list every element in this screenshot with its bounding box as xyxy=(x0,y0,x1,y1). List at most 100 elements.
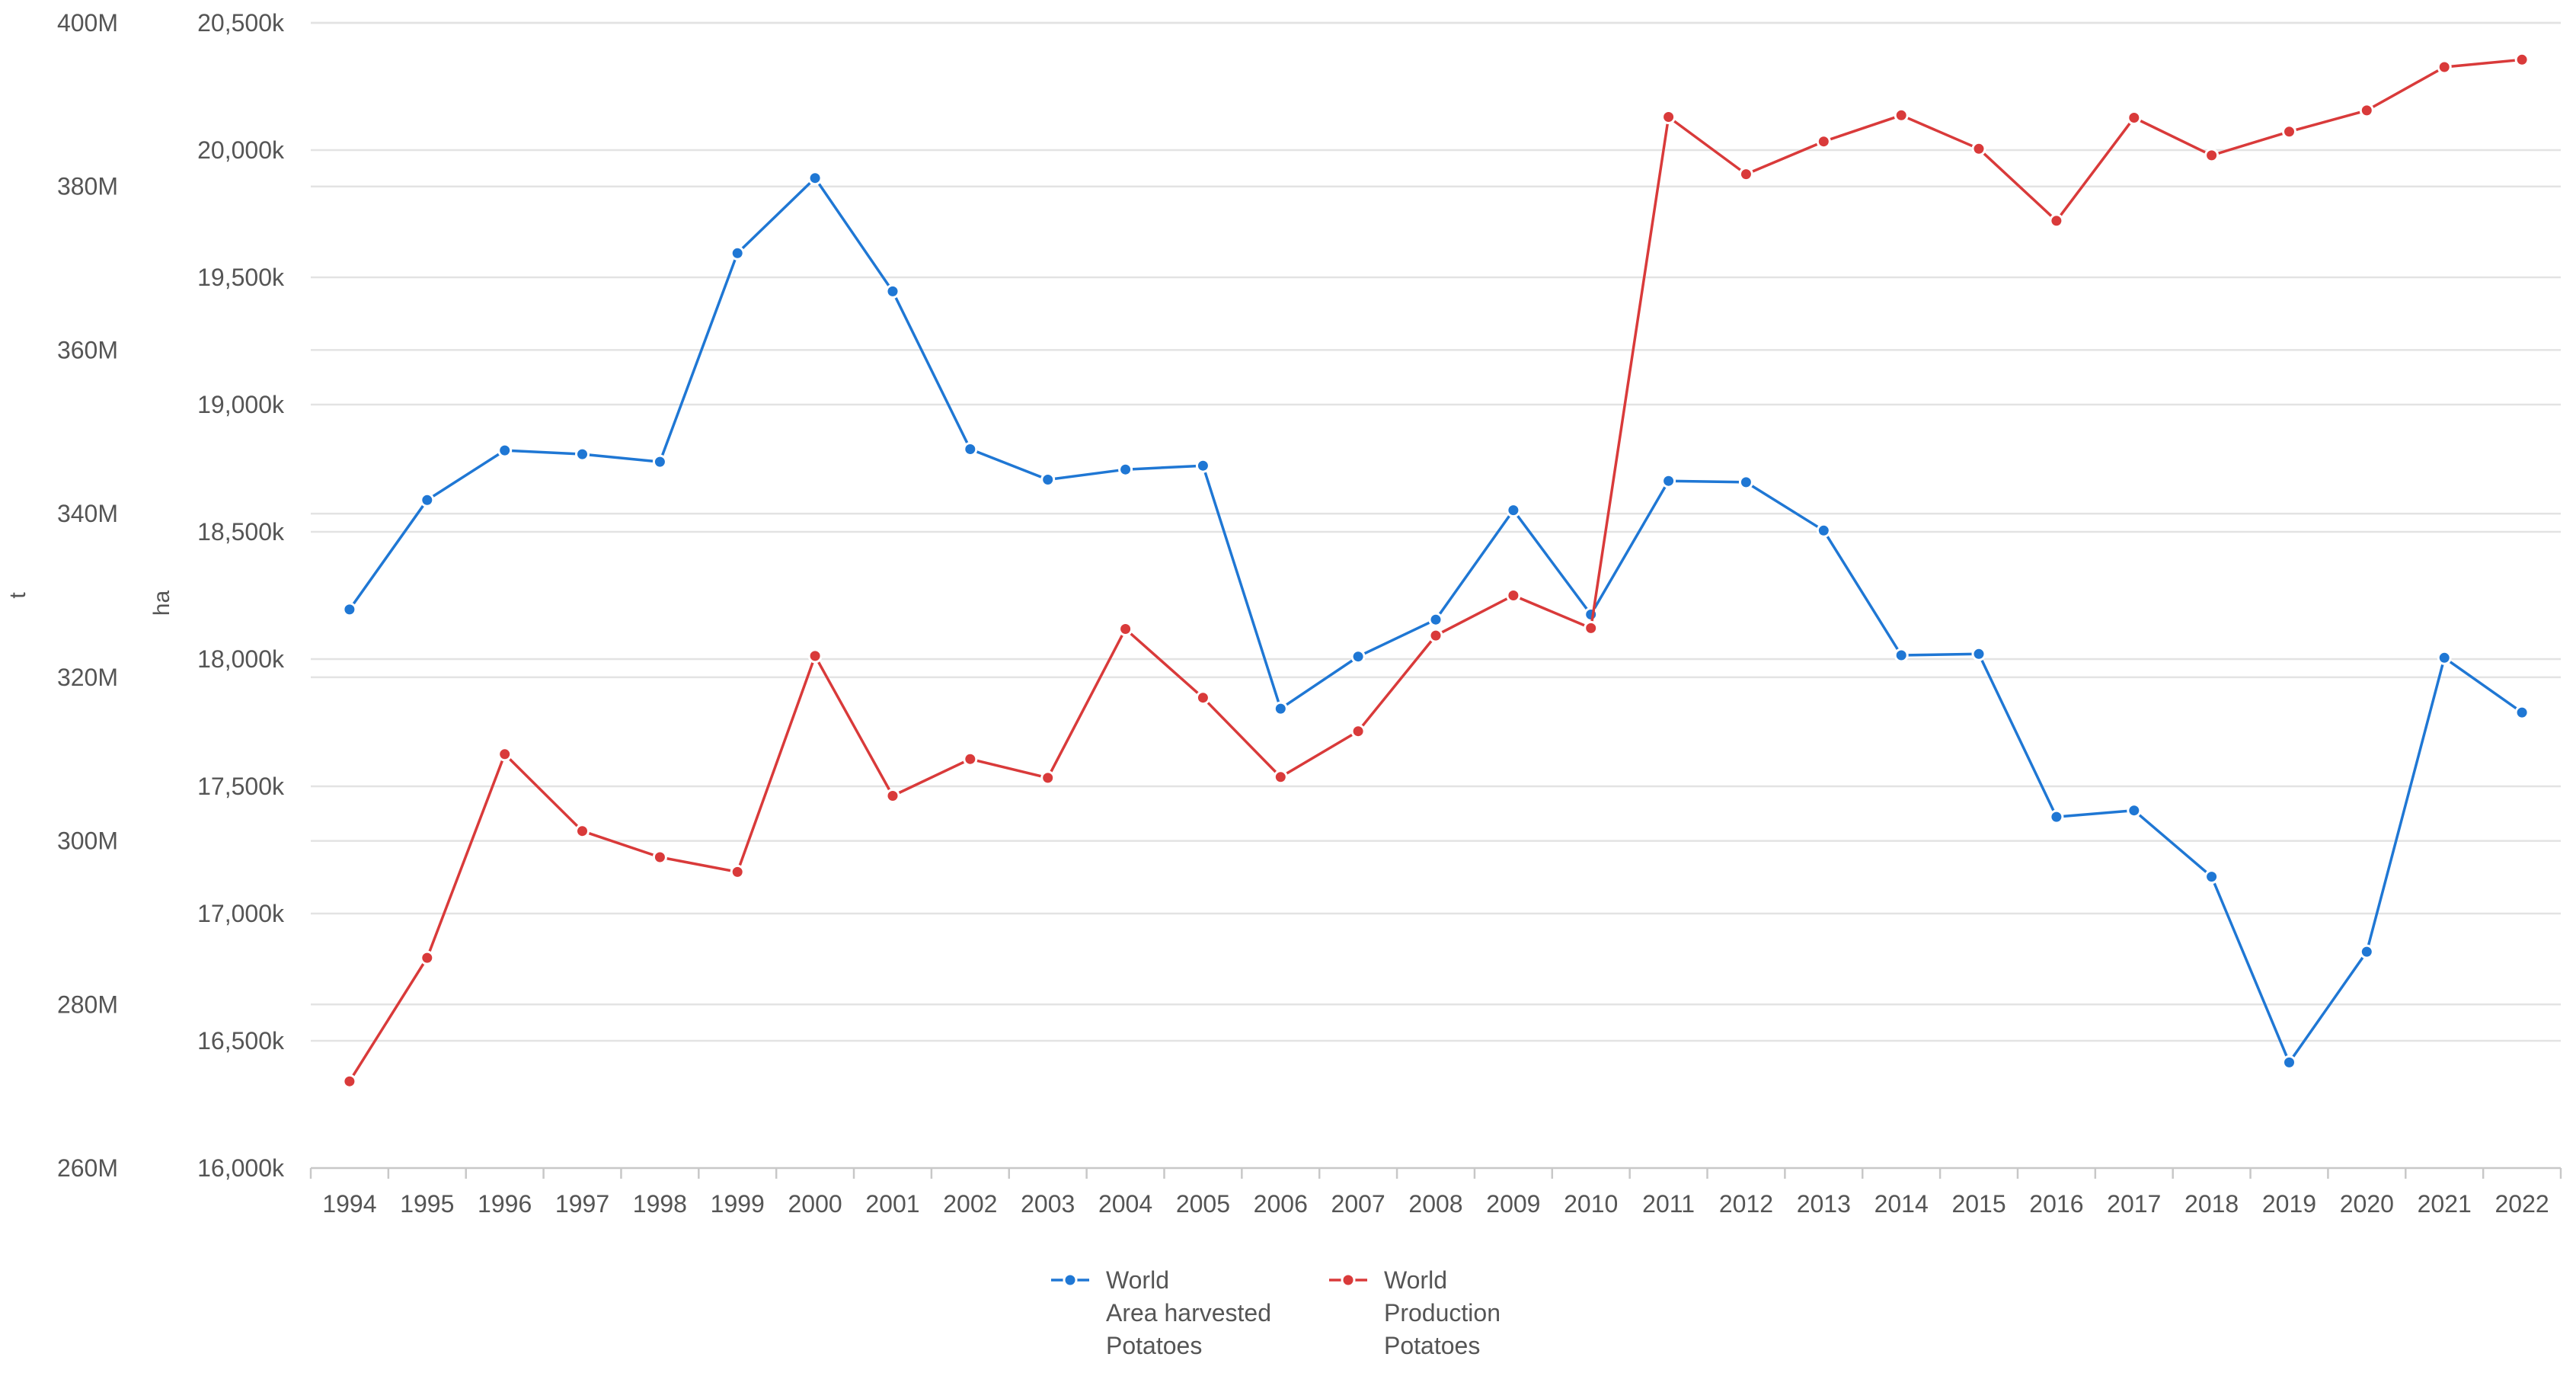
data-point-production-2008[interactable] xyxy=(1428,628,1443,643)
data-point-production-2019[interactable] xyxy=(2282,124,2296,139)
data-point-production-2006[interactable] xyxy=(1273,770,1288,785)
left-axis-tick-label: 400M xyxy=(57,9,118,37)
ha-axis-tick-label: 20,000k xyxy=(197,136,285,164)
data-point-area-harvested-2004[interactable] xyxy=(1118,462,1133,477)
data-point-production-2000[interactable] xyxy=(807,648,823,664)
data-point-production-2013[interactable] xyxy=(1816,134,1831,149)
data-point-production-2020[interactable] xyxy=(2359,103,2374,118)
data-point-area-harvested-2007[interactable] xyxy=(1350,649,1366,664)
data-point-production-2014[interactable] xyxy=(1894,107,1909,123)
x-tick-label: 2017 xyxy=(2107,1190,2161,1218)
data-point-production-2009[interactable] xyxy=(1506,588,1521,603)
data-point-production-2017[interactable] xyxy=(2127,110,2142,125)
x-tick-label: 2000 xyxy=(788,1190,842,1218)
data-point-production-2018[interactable] xyxy=(2204,148,2220,163)
x-tick-label: 2013 xyxy=(1797,1190,1851,1218)
data-point-area-harvested-1996[interactable] xyxy=(497,443,513,458)
data-point-area-harvested-1994[interactable] xyxy=(342,602,357,617)
data-point-production-1994[interactable] xyxy=(342,1074,357,1089)
data-point-area-harvested-2014[interactable] xyxy=(1894,648,1909,663)
data-point-area-harvested-2021[interactable] xyxy=(2437,650,2452,665)
data-point-production-1995[interactable] xyxy=(420,950,435,965)
ha-axis-tick-label: 19,500k xyxy=(197,264,285,291)
x-tick-label: 2014 xyxy=(1874,1190,1929,1218)
data-point-area-harvested-2010[interactable] xyxy=(1584,607,1599,622)
x-tick-label: 2004 xyxy=(1098,1190,1152,1218)
x-tick-label: 2022 xyxy=(2495,1190,2549,1218)
data-point-production-2005[interactable] xyxy=(1195,690,1210,706)
ha-axis-tick-label: 19,000k xyxy=(197,391,285,418)
data-point-area-harvested-2000[interactable] xyxy=(807,171,823,186)
x-tick-label: 2005 xyxy=(1176,1190,1230,1218)
data-point-area-harvested-2009[interactable] xyxy=(1506,503,1521,518)
data-point-area-harvested-2008[interactable] xyxy=(1428,612,1443,627)
legend[interactable]: World Area harvested Potatoes World Producti… xyxy=(1051,1266,1501,1359)
data-point-production-2015[interactable] xyxy=(1971,141,1986,156)
data-point-production-2003[interactable] xyxy=(1040,770,1056,786)
data-point-production-2021[interactable] xyxy=(2437,59,2452,75)
data-point-area-harvested-2006[interactable] xyxy=(1273,701,1288,716)
data-point-area-harvested-2001[interactable] xyxy=(885,283,900,299)
data-point-production-2010[interactable] xyxy=(1584,620,1599,635)
x-tick-label: 2009 xyxy=(1486,1190,1540,1218)
left-axis-tick-label: 300M xyxy=(57,827,118,855)
legend-label: World xyxy=(1384,1266,1447,1294)
x-tick-label: 2011 xyxy=(1642,1190,1695,1218)
left-axis-tick-label: 380M xyxy=(57,173,118,200)
series-layer xyxy=(342,52,2530,1089)
data-point-area-harvested-1999[interactable] xyxy=(730,245,745,261)
x-tick-label: 2020 xyxy=(2340,1190,2394,1218)
data-point-area-harvested-2013[interactable] xyxy=(1816,523,1831,538)
data-point-area-harvested-2016[interactable] xyxy=(2049,809,2064,824)
data-point-production-2002[interactable] xyxy=(963,751,978,767)
data-point-production-2016[interactable] xyxy=(2049,213,2064,229)
legend-swatch-marker xyxy=(1341,1272,1356,1288)
series-line-production xyxy=(348,58,2523,1083)
data-point-area-harvested-2022[interactable] xyxy=(2514,705,2530,720)
data-point-production-2011[interactable] xyxy=(1661,110,1676,124)
data-point-area-harvested-2017[interactable] xyxy=(2127,803,2142,818)
ha-axis-tick-label: 18,500k xyxy=(197,518,285,546)
data-point-production-1997[interactable] xyxy=(575,824,590,839)
left-axis-tick-label: 320M xyxy=(57,664,118,691)
x-tick-label: 1999 xyxy=(711,1190,765,1218)
data-point-area-harvested-2020[interactable] xyxy=(2359,944,2374,959)
ha-axis-tick-label: 16,000k xyxy=(197,1154,285,1182)
legend-label: Potatoes xyxy=(1106,1332,1202,1359)
x-tick-label: 2012 xyxy=(1719,1190,1773,1218)
x-tick-label: 2008 xyxy=(1408,1190,1462,1218)
legend-label: World xyxy=(1106,1266,1169,1294)
data-point-area-harvested-1998[interactable] xyxy=(652,454,667,469)
x-tick-label: 2019 xyxy=(2262,1190,2316,1218)
data-point-production-2022[interactable] xyxy=(2514,52,2530,67)
data-point-area-harvested-2018[interactable] xyxy=(2204,869,2220,885)
data-point-production-2012[interactable] xyxy=(1738,167,1753,182)
data-point-production-1996[interactable] xyxy=(497,747,513,762)
data-point-area-harvested-2011[interactable] xyxy=(1661,473,1676,488)
data-point-area-harvested-2003[interactable] xyxy=(1040,472,1056,487)
legend-item-production[interactable]: World Production Potatoes xyxy=(1329,1266,1501,1359)
data-point-area-harvested-2005[interactable] xyxy=(1195,458,1210,473)
data-point-area-harvested-2012[interactable] xyxy=(1738,475,1753,490)
ha-axis-tick-label: 17,500k xyxy=(197,773,285,800)
data-point-area-harvested-1997[interactable] xyxy=(575,446,590,462)
data-point-production-2004[interactable] xyxy=(1118,622,1133,636)
data-point-area-harvested-2019[interactable] xyxy=(2282,1055,2296,1070)
legend-label: Area harvested xyxy=(1106,1299,1271,1327)
legend-item-area-harvested[interactable]: World Area harvested Potatoes xyxy=(1051,1266,1271,1359)
data-point-production-2007[interactable] xyxy=(1350,724,1366,739)
data-point-production-1999[interactable] xyxy=(730,864,745,879)
data-point-production-1998[interactable] xyxy=(652,850,667,865)
x-tick-label: 1997 xyxy=(555,1190,609,1218)
axes: 260M 280M 300M 320M 340M 360M 380M 400M 16,000k 1… xyxy=(5,9,2562,1218)
legend-swatch-marker xyxy=(1063,1272,1078,1288)
data-point-production-2001[interactable] xyxy=(885,789,900,803)
x-tick-label: 1994 xyxy=(322,1190,376,1218)
x-tick-label: 2018 xyxy=(2184,1190,2239,1218)
data-point-area-harvested-2002[interactable] xyxy=(963,442,978,456)
data-point-area-harvested-2015[interactable] xyxy=(1971,646,1986,661)
data-point-area-harvested-1995[interactable] xyxy=(420,492,435,507)
left-axis-title: t xyxy=(5,592,30,599)
